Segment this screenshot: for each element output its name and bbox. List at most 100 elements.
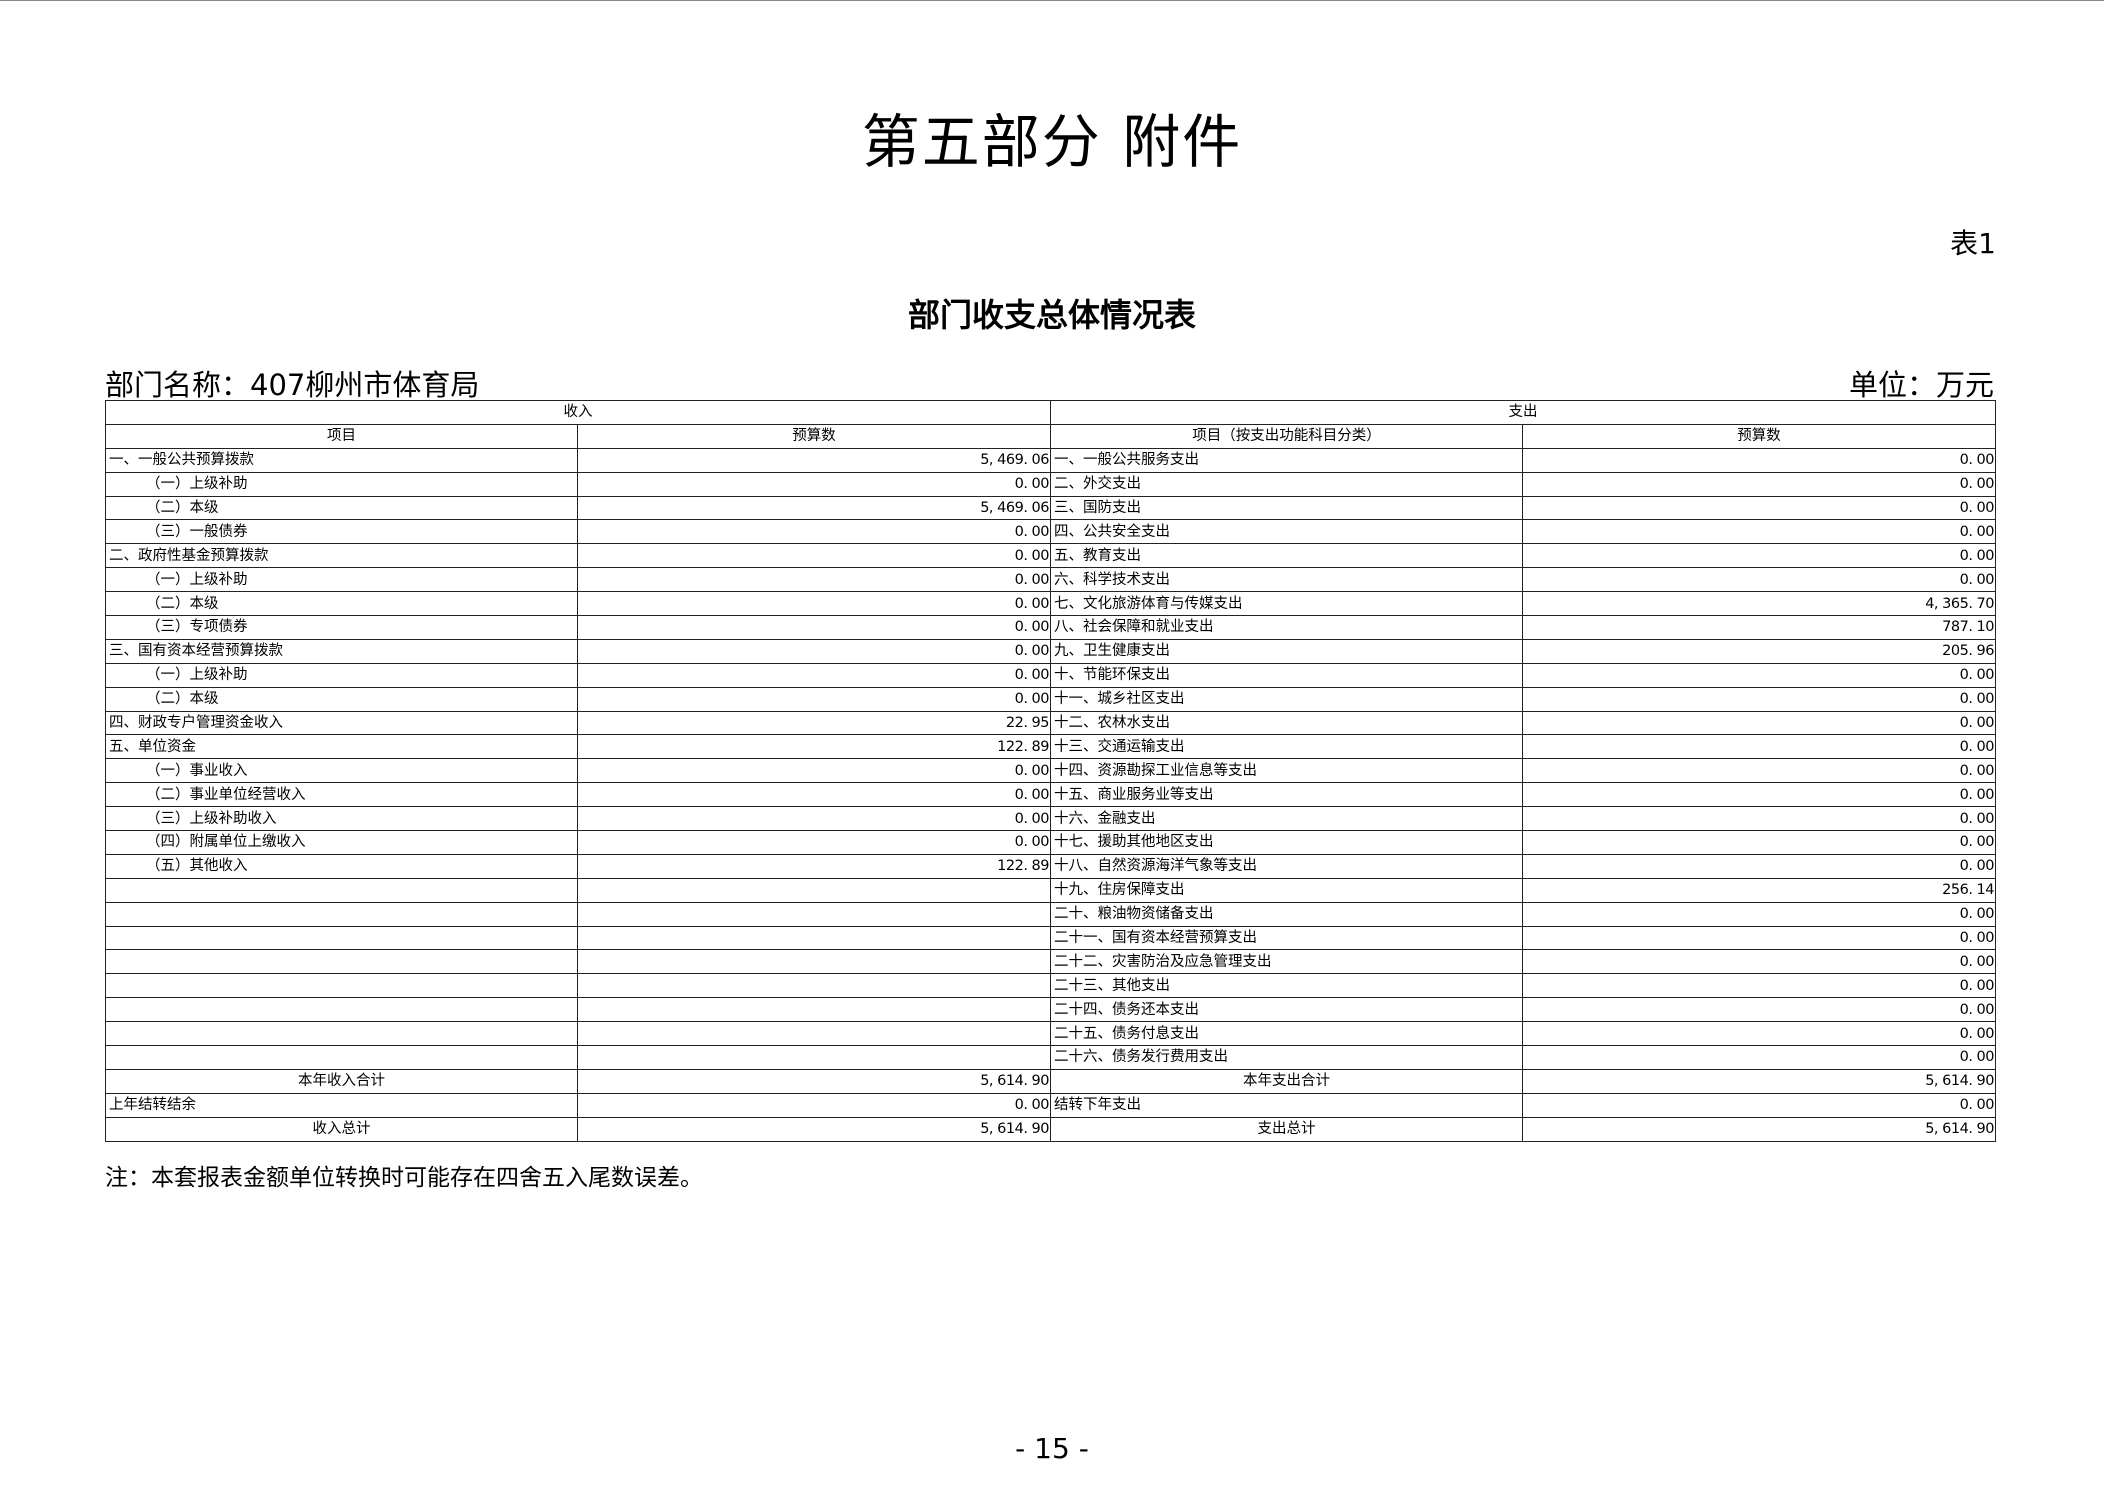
income-total-label: 上年结转结余 (105, 1092, 578, 1118)
income-item: （一）上级补助 (105, 567, 578, 593)
table-title: 部门收支总体情况表 (907, 296, 1196, 334)
table-number: 表1 (1950, 227, 1996, 260)
table-row: （二）本级 0. 00 十一、城乡社区支出 0. 00 (105, 686, 1996, 712)
expense-amount: 256. 14 (1522, 877, 1996, 903)
income-amount: 0. 00 (577, 782, 1051, 808)
header-income: 收入 (105, 400, 1051, 425)
expense-item: 二十五、债务付息支出 (1050, 1021, 1523, 1047)
expense-item: 十四、资源勘探工业信息等支出 (1050, 758, 1523, 784)
income-amount (577, 925, 1051, 951)
expense-amount: 0. 00 (1522, 782, 1996, 808)
income-amount (577, 997, 1051, 1023)
expense-total-amount: 5, 614. 90 (1522, 1116, 1996, 1142)
expense-amount: 0. 00 (1522, 495, 1996, 521)
income-item: 二、政府性基金预算拨款 (105, 543, 578, 569)
expense-amount: 0. 00 (1522, 830, 1996, 855)
income-item: （一）事业收入 (105, 758, 578, 784)
income-amount (577, 1045, 1051, 1070)
table-row: 五、单位资金 122. 89 十三、交通运输支出 0. 00 (105, 734, 1996, 760)
expense-item: 七、文化旅游体育与传媒支出 (1050, 591, 1523, 617)
expense-amount: 0. 00 (1522, 519, 1996, 545)
expense-amount: 0. 00 (1522, 973, 1996, 999)
income-amount: 0. 00 (577, 615, 1051, 640)
table-row: 三、国有资本经营预算拨款 0. 00 九、卫生健康支出 205. 96 (105, 638, 1996, 664)
expense-total-label: 结转下年支出 (1050, 1092, 1523, 1118)
income-amount: 0. 00 (577, 638, 1051, 664)
table-row: 二十六、债务发行费用支出 0. 00 (105, 1045, 1996, 1070)
income-amount (577, 949, 1051, 975)
table-row: 二十三、其他支出 0. 00 (105, 973, 1996, 999)
table-row: 二十二、灾害防治及应急管理支出 0. 00 (105, 949, 1996, 975)
income-item: （一）上级补助 (105, 662, 578, 688)
table-row: 二十一、国有资本经营预算支出 0. 00 (105, 925, 1996, 951)
income-amount: 0. 00 (577, 519, 1051, 545)
expense-amount: 0. 00 (1522, 1045, 1996, 1070)
income-amount (577, 973, 1051, 999)
header-expense: 支出 (1050, 400, 1996, 425)
expense-item: 二十一、国有资本经营预算支出 (1050, 925, 1523, 951)
expense-item: 十、节能环保支出 (1050, 662, 1523, 688)
expense-item: 十七、援助其他地区支出 (1050, 830, 1523, 855)
table-row: （三）一般债券 0. 00 四、公共安全支出 0. 00 (105, 519, 1996, 545)
income-amount: 0. 00 (577, 830, 1051, 855)
expense-total-label: 支出总计 (1050, 1116, 1523, 1142)
table-row: 二十四、债务还本支出 0. 00 (105, 997, 1996, 1023)
table-row: 四、财政专户管理资金收入 22. 95 十二、农林水支出 0. 00 (105, 710, 1996, 736)
expense-total-amount: 0. 00 (1522, 1092, 1996, 1118)
table-row: （一）上级补助 0. 00 六、科学技术支出 0. 00 (105, 567, 1996, 593)
expense-item: 十三、交通运输支出 (1050, 734, 1523, 760)
income-item (105, 1045, 578, 1070)
income-amount: 5, 469. 06 (577, 447, 1051, 473)
income-amount: 0. 00 (577, 543, 1051, 569)
income-amount (577, 1021, 1051, 1047)
expense-item: 二十六、债务发行费用支出 (1050, 1045, 1523, 1070)
table-row: 二、政府性基金预算拨款 0. 00 五、教育支出 0. 00 (105, 543, 1996, 569)
page-number: - 15 - (1015, 1432, 1089, 1465)
footnote: 注：本套报表金额单位转换时可能存在四舍五入尾数误差。 (105, 1165, 703, 1191)
expense-amount: 787. 10 (1522, 615, 1996, 640)
income-total-amount: 5, 614. 90 (577, 1068, 1051, 1094)
income-total-amount: 5, 614. 90 (577, 1116, 1051, 1142)
table-row: （三）上级补助收入 0. 00 十六、金融支出 0. 00 (105, 806, 1996, 832)
income-amount (577, 901, 1051, 927)
income-total-amount: 0. 00 (577, 1092, 1051, 1118)
expense-amount: 0. 00 (1522, 471, 1996, 497)
expense-item: 二十二、灾害防治及应急管理支出 (1050, 949, 1523, 975)
table-row: （二）本级 0. 00 七、文化旅游体育与传媒支出 4, 365. 70 (105, 591, 1996, 617)
expense-amount: 0. 00 (1522, 447, 1996, 473)
expense-item: 一、一般公共服务支出 (1050, 447, 1523, 473)
table-row: （五）其他收入 122. 89 十八、自然资源海洋气象等支出 0. 00 (105, 853, 1996, 879)
income-item: （三）上级补助收入 (105, 806, 578, 832)
expense-amount: 0. 00 (1522, 543, 1996, 569)
table-body: 一、一般公共预算拨款 5, 469. 06 一、一般公共服务支出 0. 00 （一）上级… (105, 447, 1996, 1142)
income-amount: 22. 95 (577, 710, 1051, 736)
expense-item: 二、外交支出 (1050, 471, 1523, 497)
header-row-columns: 项目 预算数 项目（按支出功能科目分类） 预算数 (105, 423, 1996, 449)
expense-amount: 205. 96 (1522, 638, 1996, 664)
total-row: 本年收入合计 5, 614. 90 本年支出合计 5, 614. 90 (105, 1068, 1996, 1094)
table-row: （一）上级补助 0. 00 二、外交支出 0. 00 (105, 471, 1996, 497)
total-row: 收入总计 5, 614. 90 支出总计 5, 614. 90 (105, 1116, 1996, 1142)
header-expense-item: 项目（按支出功能科目分类） (1050, 423, 1523, 449)
income-item (105, 925, 578, 951)
income-item: （二）本级 (105, 686, 578, 712)
expense-amount: 0. 00 (1522, 853, 1996, 879)
income-amount: 0. 00 (577, 686, 1051, 712)
expense-amount: 0. 00 (1522, 901, 1996, 927)
income-total-label: 本年收入合计 (105, 1068, 578, 1094)
income-item (105, 1021, 578, 1047)
expense-item: 二十四、债务还本支出 (1050, 997, 1523, 1023)
expense-total-label: 本年支出合计 (1050, 1068, 1523, 1094)
expense-total-amount: 5, 614. 90 (1522, 1068, 1996, 1094)
expense-amount: 0. 00 (1522, 949, 1996, 975)
expense-amount: 0. 00 (1522, 567, 1996, 593)
header-income-amount: 预算数 (577, 423, 1051, 449)
expense-amount: 0. 00 (1522, 1021, 1996, 1047)
expense-amount: 4, 365. 70 (1522, 591, 1996, 617)
income-item: （五）其他收入 (105, 853, 578, 879)
table-row: （二）事业单位经营收入 0. 00 十五、商业服务业等支出 0. 00 (105, 782, 1996, 808)
expense-amount: 0. 00 (1522, 997, 1996, 1023)
expense-amount: 0. 00 (1522, 686, 1996, 712)
income-item (105, 949, 578, 975)
table-row: （一）上级补助 0. 00 十、节能环保支出 0. 00 (105, 662, 1996, 688)
